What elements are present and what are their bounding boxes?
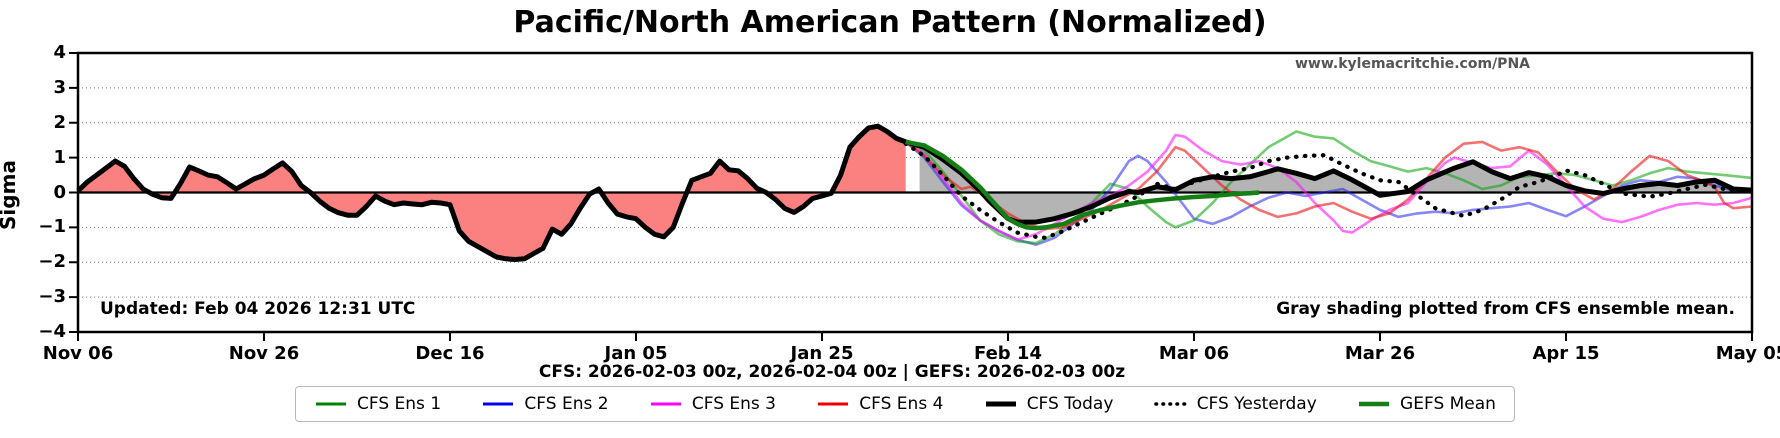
y-tick-label: 2 [53, 111, 66, 133]
series-cfs_today [76, 123, 1753, 262]
legend-line-swatch [483, 402, 514, 406]
legend-label: CFS Ens 2 [524, 394, 609, 414]
updated-timestamp: Updated: Feb 04 2026 12:31 UTC [100, 299, 416, 319]
y-tick-label: 4 [53, 42, 66, 63]
y-tick-label: −4 [38, 321, 66, 342]
legend-item: CFS Today [984, 394, 1114, 414]
x-tick-label: Nov 06 [42, 343, 114, 364]
x-axis-subtitle: CFS: 2026-02-03 00z, 2026-02-04 00z | GE… [538, 362, 1126, 382]
x-tick-label: Nov 26 [228, 343, 300, 364]
watermark-url: www.kylemacritchie.com/PNA [1295, 56, 1530, 72]
legend-label: CFS Today [1026, 394, 1114, 414]
x-tick-label: Jan 25 [790, 343, 854, 364]
legend-item: CFS Ens 3 [649, 394, 776, 414]
legend-item: CFS Ens 2 [481, 394, 609, 414]
legend: CFS Ens 1 CFS Ens 2 CFS Ens 3 CFS Ens 4 CFS … [295, 386, 1515, 422]
x-tick-label: May 05 [1715, 343, 1780, 364]
legend-line-swatch [650, 402, 681, 406]
chart-title: Pacific/North American Pattern (Normaliz… [513, 5, 1267, 40]
x-tick-label: Apr 15 [1532, 343, 1600, 364]
legend-item: CFS Ens 1 [314, 394, 441, 414]
legend-label: CFS Yesterday [1196, 394, 1317, 414]
y-tick-label: −3 [38, 286, 66, 308]
x-tick-label: Feb 14 [974, 343, 1042, 364]
y-tick-label: −1 [38, 216, 66, 238]
legend-line-swatch [316, 402, 346, 406]
y-tick-label: 0 [53, 181, 66, 203]
x-tick-label: Dec 16 [415, 343, 485, 364]
legend-item: GEFS Mean [1357, 394, 1496, 414]
legend-line-swatch [1153, 402, 1188, 406]
legend-label: CFS Ens 1 [357, 394, 442, 414]
legend-item: CFS Yesterday [1153, 394, 1317, 414]
series-cfs_yesterday [903, 141, 1755, 240]
legend-line-swatch [1359, 401, 1390, 407]
x-tick-label: Jan 05 [604, 343, 668, 364]
fill-cfs_today-90.5 [919, 145, 1752, 223]
legend-label: GEFS Mean [1400, 394, 1496, 414]
legend-line-swatch [985, 401, 1016, 407]
legend-item: CFS Ens 4 [816, 394, 943, 414]
y-tick-label: 1 [53, 146, 66, 168]
legend-label: CFS Ens 3 [691, 394, 776, 414]
series-gefs_mean [905, 139, 1260, 231]
x-tick-label: Mar 06 [1158, 343, 1230, 364]
legend-line-swatch [818, 402, 849, 406]
gray-shading-note: Gray shading plotted from CFS ensemble m… [1276, 299, 1735, 319]
y-tick-label: 3 [53, 76, 66, 98]
x-tick-label: Mar 26 [1344, 343, 1416, 364]
legend-label: CFS Ens 4 [859, 394, 944, 414]
y-tick-label: −2 [38, 251, 66, 273]
